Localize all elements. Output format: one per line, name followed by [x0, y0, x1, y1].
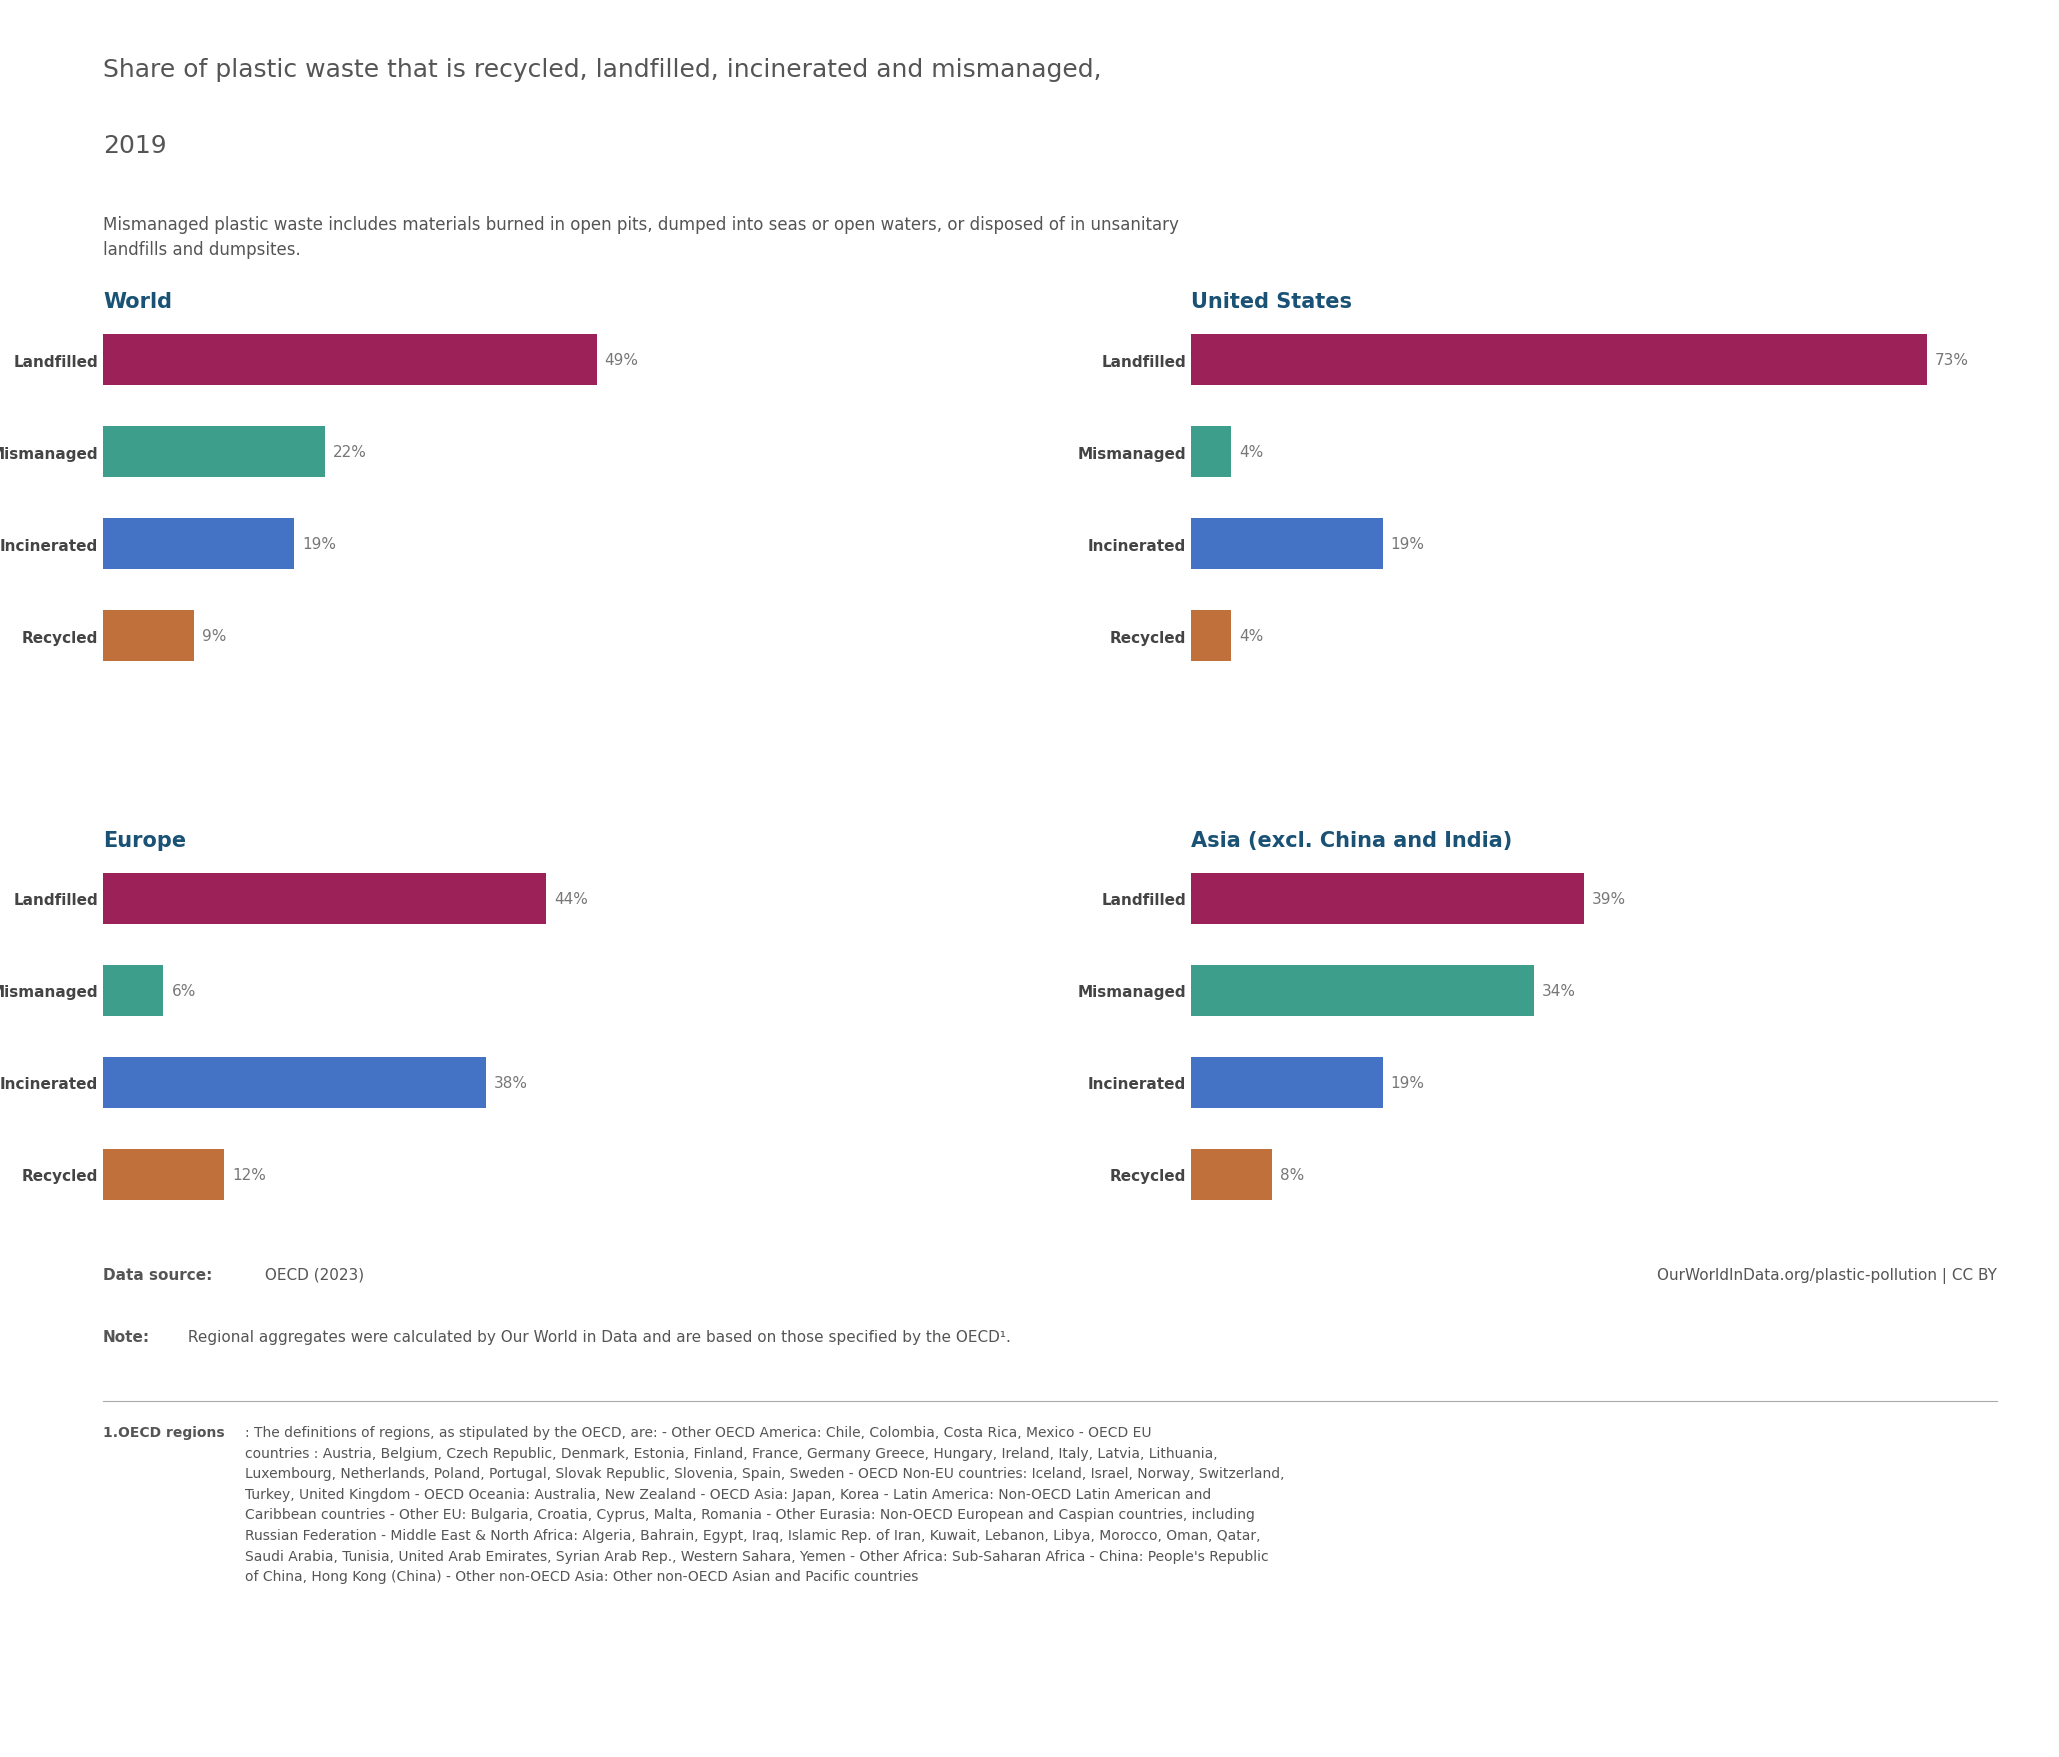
Text: OurWorldInData.org/plastic-pollution | CC BY: OurWorldInData.org/plastic-pollution | C…	[1657, 1267, 1997, 1283]
Text: Data source:: Data source:	[103, 1267, 212, 1283]
Text: Asia (excl. China and India): Asia (excl. China and India)	[1192, 831, 1513, 850]
Text: Our World: Our World	[1814, 90, 1888, 102]
Bar	[103, 873, 546, 924]
Text: 19%: 19%	[303, 538, 336, 552]
Text: 2019: 2019	[103, 134, 167, 158]
Text: 34%: 34%	[1542, 984, 1575, 998]
Text: 12%: 12%	[233, 1167, 266, 1182]
Text: 73%: 73%	[1935, 353, 1968, 367]
Text: 22%: 22%	[334, 445, 367, 460]
Bar	[1192, 427, 1231, 478]
Text: Mismanaged plastic waste includes materials burned in open pits, dumped into sea: Mismanaged plastic waste includes materi…	[103, 216, 1180, 258]
Bar	[103, 336, 597, 387]
Text: OECD (2023): OECD (2023)	[259, 1267, 364, 1283]
Bar	[1192, 518, 1382, 569]
Bar	[1192, 611, 1231, 662]
Text: United States: United States	[1192, 292, 1353, 311]
Bar	[1192, 336, 1927, 387]
Text: Note:: Note:	[103, 1330, 150, 1344]
Bar	[103, 611, 194, 662]
Text: 49%: 49%	[605, 353, 638, 367]
Text: Share of plastic waste that is recycled, landfilled, incinerated and mismanaged,: Share of plastic waste that is recycled,…	[103, 58, 1102, 81]
Bar	[103, 966, 163, 1016]
Text: 39%: 39%	[1592, 891, 1627, 907]
Text: : The definitions of regions, as stipulated by the OECD, are: - Other OECD Ameri: : The definitions of regions, as stipula…	[245, 1425, 1285, 1583]
Text: 1.OECD regions: 1.OECD regions	[103, 1425, 224, 1439]
Text: World: World	[103, 292, 173, 311]
Text: 19%: 19%	[1390, 538, 1425, 552]
Bar	[103, 1149, 224, 1200]
Text: Europe: Europe	[103, 831, 185, 850]
Bar	[1192, 966, 1534, 1016]
Bar	[103, 518, 294, 569]
Text: 44%: 44%	[554, 891, 589, 907]
Text: 8%: 8%	[1281, 1167, 1303, 1182]
Text: 6%: 6%	[171, 984, 196, 998]
Text: 4%: 4%	[1240, 629, 1264, 643]
Bar	[1192, 873, 1583, 924]
Text: in Data: in Data	[1824, 128, 1878, 141]
Text: 9%: 9%	[202, 629, 226, 643]
Bar	[103, 1058, 486, 1109]
Text: 19%: 19%	[1390, 1075, 1425, 1091]
Text: 4%: 4%	[1240, 445, 1264, 460]
Bar	[1192, 1149, 1272, 1200]
Bar	[103, 427, 325, 478]
Bar	[1192, 1058, 1382, 1109]
Text: Regional aggregates were calculated by Our World in Data and are based on those : Regional aggregates were calculated by O…	[183, 1330, 1011, 1344]
Text: 38%: 38%	[494, 1075, 527, 1091]
